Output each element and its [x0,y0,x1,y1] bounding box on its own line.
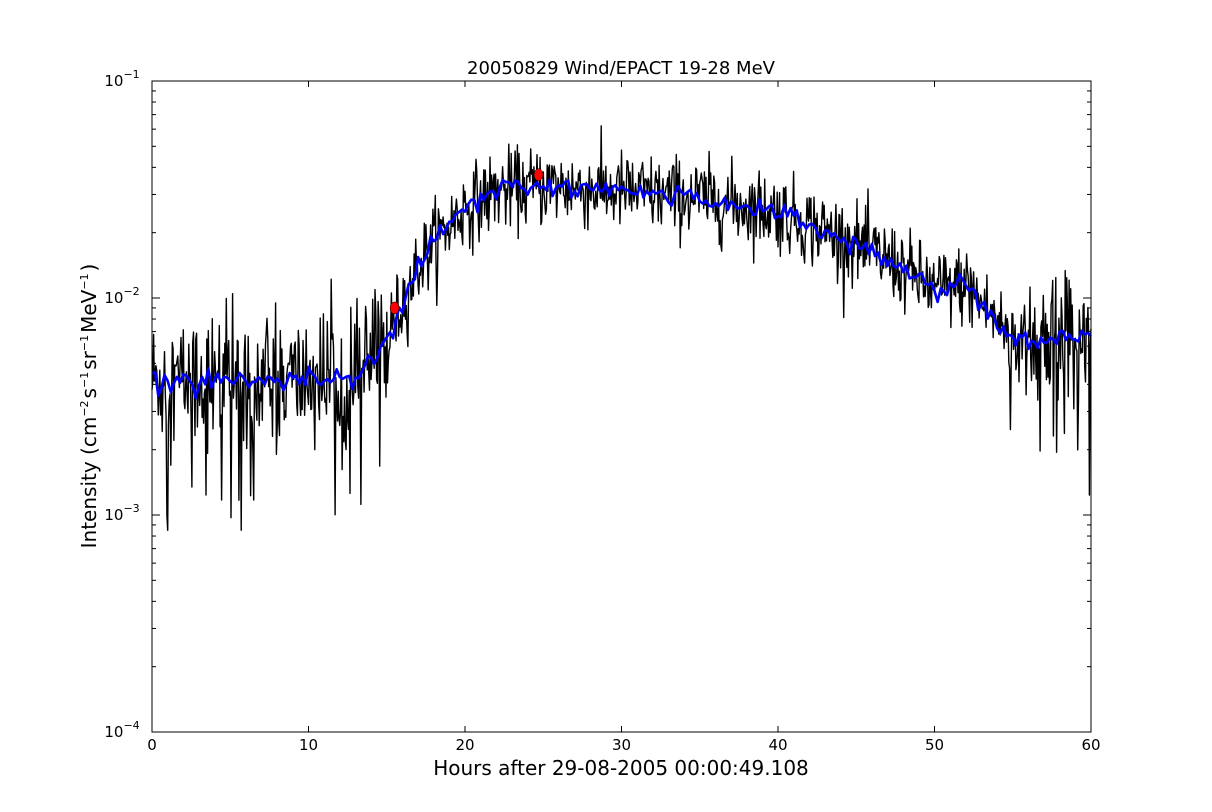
x-tick-label: 50 [925,736,944,754]
event-marker [533,168,544,181]
y-tick-label: 10−2 [104,285,139,307]
x-axis-label: Hours after 29-08-2005 00:00:49.108 [433,756,809,780]
smoothed-intensity-line [151,178,1092,400]
x-tick-label: 30 [612,736,631,754]
y-tick-label: 10−3 [104,502,139,524]
x-tick-label: 20 [455,736,474,754]
x-tick-label: 60 [1081,736,1100,754]
event-marker [389,301,400,315]
y-axis-label: Intensity (cm−2s−1sr−1MeV−1) [77,264,101,549]
chart-title: 20050829 Wind/EPACT 19-28 MeV [467,58,776,79]
x-tick-label: 40 [768,736,787,754]
x-tick-label: 10 [299,736,318,754]
x-tick-label: 0 [147,736,157,754]
y-tick-label: 10−1 [104,68,139,90]
y-tick-label: 10−4 [104,719,139,741]
